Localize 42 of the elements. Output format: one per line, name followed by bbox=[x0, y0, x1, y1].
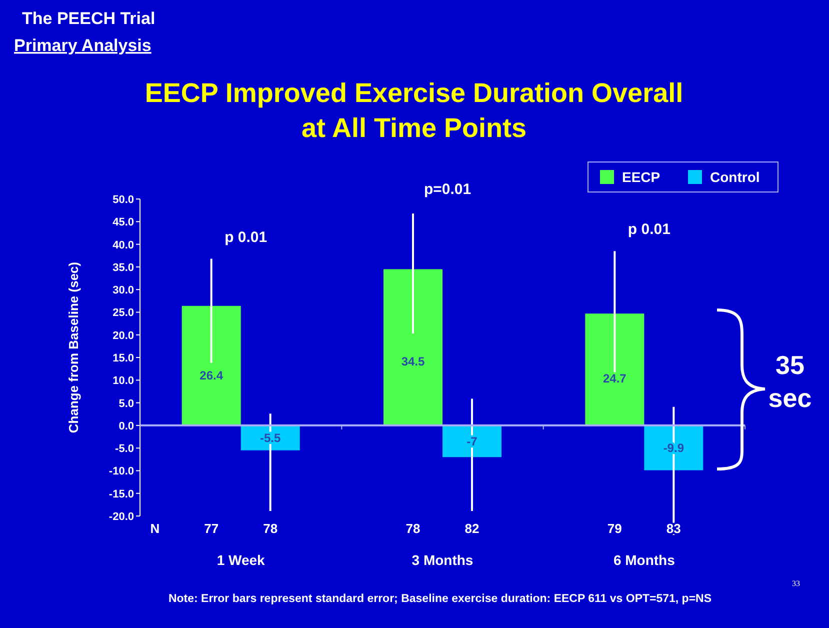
y-tick-label: 5.0 bbox=[118, 398, 134, 410]
annotation: p 0.01 bbox=[224, 229, 268, 246]
x-tick-label: 3 Months bbox=[412, 552, 474, 568]
x-tick-label: 1 Week bbox=[216, 552, 266, 568]
text: 77 bbox=[204, 521, 219, 536]
text: 82 bbox=[464, 521, 480, 536]
bar bbox=[585, 314, 644, 426]
y-tick-label: -15.0 bbox=[108, 488, 134, 500]
text: Primary Analysis bbox=[14, 36, 152, 55]
y-tick-label: 40.0 bbox=[112, 239, 134, 252]
y-tick-label: 15.0 bbox=[112, 352, 134, 364]
legend-label: Control bbox=[710, 169, 760, 185]
x-tick-label: 6 Months bbox=[613, 552, 676, 568]
text: 78 bbox=[263, 521, 278, 536]
y-tick-label: 30.0 bbox=[112, 284, 134, 297]
text: N bbox=[150, 521, 160, 536]
y-tick-label: 25.0 bbox=[112, 307, 134, 320]
legend-label: EECP bbox=[622, 169, 660, 185]
text: 33 bbox=[792, 579, 800, 588]
text: The PEECH Trial bbox=[22, 9, 156, 28]
y-tick-label: 50.0 bbox=[112, 194, 134, 206]
text: p=0.01 bbox=[424, 181, 472, 198]
data-label: 24.7 bbox=[602, 371, 627, 386]
y-tick-label: 20.0 bbox=[112, 330, 134, 342]
y-axis-title: Change from Baseline (sec) bbox=[66, 262, 81, 434]
bar bbox=[384, 269, 442, 426]
data-label: 26.4 bbox=[200, 368, 224, 382]
text: Note: Error bars represent standard error; Baseline exercise duration: EECP 611 vs OPT=571, p=NS bbox=[168, 593, 712, 605]
y-tick-label: 45.0 bbox=[112, 216, 134, 229]
y-tick-label: 35.0 bbox=[112, 262, 134, 274]
text: 78 bbox=[406, 521, 420, 536]
text: 35 sec bbox=[768, 350, 812, 413]
chart-title: EECP Improved Exercise Duration Overall at All Time Points bbox=[144, 78, 684, 143]
y-tick-label: -10.0 bbox=[108, 466, 134, 478]
y-tick-label: 0.0 bbox=[118, 420, 134, 432]
bar bbox=[182, 306, 241, 426]
y-tick-label: -5.0 bbox=[115, 443, 134, 456]
data-label: 34.5 bbox=[401, 354, 425, 368]
annotation: p 0.01 bbox=[628, 221, 670, 238]
y-tick-label: 10.0 bbox=[112, 375, 134, 388]
text: 79 bbox=[607, 521, 622, 536]
y-tick-label: -20.0 bbox=[108, 511, 134, 523]
